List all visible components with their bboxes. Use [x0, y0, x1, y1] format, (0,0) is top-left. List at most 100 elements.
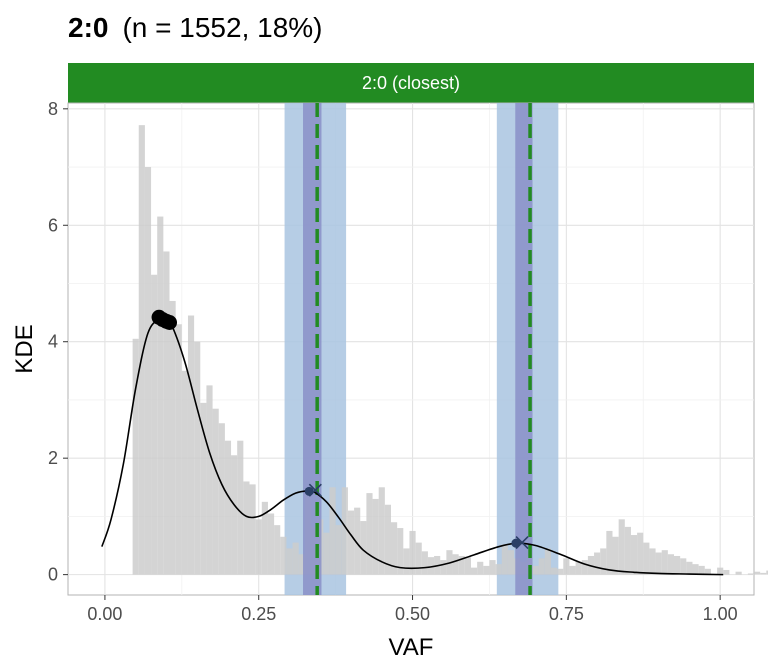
histogram-bar [594, 552, 601, 575]
histogram-bar [409, 530, 416, 575]
chart-title: 2:0 (n = 1552, 18%) [68, 12, 323, 43]
histogram-bar [550, 567, 558, 575]
histogram-bar [563, 558, 570, 575]
histogram-bar [630, 535, 638, 575]
histogram-bar [237, 440, 244, 575]
cross-stroke [308, 483, 322, 497]
histogram-bar [704, 568, 711, 575]
histogram-bar [618, 519, 625, 575]
histogram-bar [261, 501, 268, 575]
histogram-bar [747, 573, 754, 575]
chart-title-rest: (n = 1552, 18%) [122, 12, 322, 43]
facet-strip-label: 2:0 (closest) [362, 73, 460, 93]
histogram-bar [157, 216, 164, 575]
histogram-bar [501, 544, 508, 575]
svg-text:2:0(n = 1552, 18%): 2:0 (n = 1552, 18%) [68, 12, 323, 43]
histogram-bar [206, 385, 213, 575]
y-tick-label: 8 [48, 99, 58, 119]
histogram-bar [575, 561, 582, 575]
x-tick-label: 0.50 [395, 604, 430, 624]
x-tick-label: 1.00 [703, 604, 738, 624]
histogram-bar [187, 315, 195, 575]
histogram-bar [347, 510, 355, 575]
histogram-bar [421, 551, 428, 575]
histogram-bar [760, 572, 767, 575]
x-tick-label: 0.00 [87, 604, 122, 624]
histogram-bar [544, 548, 551, 575]
histogram-bar [477, 561, 484, 575]
histogram-bar [698, 565, 705, 575]
histogram-bar [667, 554, 675, 575]
histogram-bar [138, 125, 145, 575]
histogram-bar [754, 571, 761, 575]
histogram-bar [169, 300, 176, 575]
histogram-bar [366, 493, 373, 575]
histogram-bar [600, 548, 607, 575]
y-tick-label: 0 [48, 565, 58, 585]
histogram-bar [717, 567, 724, 575]
histogram-bar [292, 542, 299, 575]
histogram-bar [144, 167, 152, 575]
histogram-bar [354, 507, 361, 575]
histogram-bar [243, 481, 250, 575]
histogram-bar [427, 557, 435, 575]
cluster-cross [515, 536, 529, 550]
histogram-bar [637, 532, 644, 575]
histogram-bar [674, 555, 681, 575]
histogram-bar [378, 487, 385, 575]
histogram-bar [255, 519, 262, 575]
histogram-bar [151, 274, 158, 575]
histogram-bar [335, 525, 342, 575]
histogram-bar [569, 565, 576, 575]
histogram-bar [538, 558, 545, 575]
histogram-bar [200, 402, 207, 575]
histogram-bar [194, 341, 201, 575]
x-tick-label: 0.75 [549, 604, 584, 624]
y-tick-label: 4 [48, 332, 58, 352]
peak-point [162, 315, 178, 331]
histogram-bar [267, 513, 275, 575]
chart-title-bold: 2:0 [68, 12, 108, 43]
histogram-bar [175, 324, 182, 575]
cluster-band-inner [515, 103, 533, 595]
histogram-bar [735, 571, 742, 575]
histogram-bar [766, 570, 768, 575]
histogram-bar [323, 532, 330, 575]
histogram-bar [680, 558, 687, 575]
histogram-bar [723, 569, 730, 575]
histogram-bar [274, 525, 281, 575]
histogram-bar [581, 560, 588, 575]
histogram-bar [624, 526, 631, 575]
histogram-bar [495, 564, 502, 575]
histogram-bar [397, 528, 404, 575]
histogram-bar [452, 554, 459, 575]
histogram-bar [507, 550, 515, 575]
histogram-bar [384, 504, 392, 575]
histogram-bar [464, 557, 471, 575]
histogram-bar [606, 530, 613, 575]
histogram-bar [415, 542, 422, 575]
histogram-bar [163, 251, 170, 575]
histogram-bar [218, 423, 225, 575]
histogram-bar [655, 552, 662, 575]
histogram-bar [298, 554, 305, 575]
histogram-bar [181, 370, 188, 575]
x-axis-label: VAF [389, 634, 434, 661]
y-axis-ticks: 0 2 4 6 8 [48, 99, 68, 585]
histogram-bar [280, 536, 287, 575]
histogram-bar [341, 487, 348, 575]
histogram-bar [661, 550, 668, 575]
cross-stroke [515, 536, 529, 550]
histogram-bar [391, 522, 398, 575]
histogram-bar [360, 521, 367, 575]
y-tick-label: 6 [48, 215, 58, 235]
histogram-bar [612, 536, 619, 575]
histogram-bar [489, 560, 496, 575]
peak-points [151, 309, 178, 331]
histogram-bar [470, 567, 478, 575]
y-tick-label: 2 [48, 448, 58, 468]
histogram-bar [249, 484, 256, 575]
cluster-vlines [315, 103, 532, 595]
x-axis-ticks: 0.00 0.25 0.50 0.75 1.00 [87, 595, 738, 624]
